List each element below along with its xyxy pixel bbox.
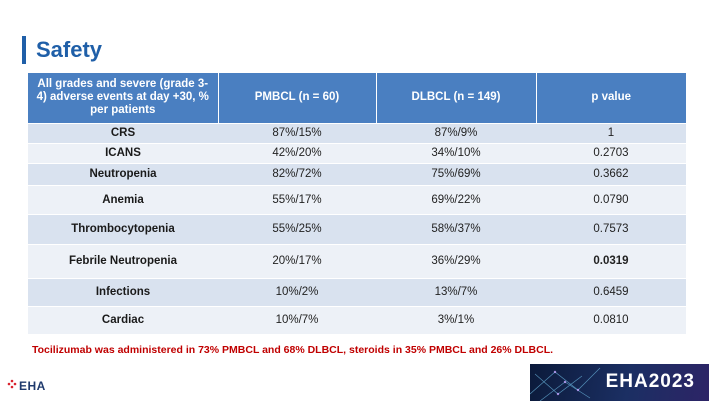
p-value: 0.2703 [536,142,686,163]
dlbcl-value: 58%/37% [376,213,536,244]
banner-text: EHA2023 [605,371,695,392]
footnote: Tocilizumab was administered in 73% PMBC… [32,344,554,356]
header-events: All grades and severe (grade 3-4) advers… [28,73,219,123]
pmbcl-value: 20%/17% [218,243,376,278]
header-pmbcl: PMBCL (n = 60) [218,73,377,123]
header-dlbcl: DLBCL (n = 149) [376,73,537,123]
p-value-significant: 0.0319 [536,243,686,278]
dlbcl-value: 36%/29% [376,243,536,278]
network-lines-icon [530,367,601,401]
eha2023-banner: EHA2023 [530,364,709,401]
table-row: Febrile Neutropenia 20%/17% 36%/29% 0.03… [28,243,686,278]
dlbcl-value: 87%/9% [376,122,536,143]
pmbcl-value: 10%/2% [218,277,376,306]
pmbcl-value: 42%/20% [218,142,376,163]
table-row: ICANS 42%/20% 34%/10% 0.2703 [28,142,686,163]
p-value: 0.0790 [536,184,686,214]
pmbcl-value: 10%/7% [218,305,376,334]
table-row: Neutropenia 82%/72% 75%/69% 0.3662 [28,162,686,185]
dlbcl-value: 75%/69% [376,162,536,185]
pmbcl-value: 55%/17% [218,184,376,214]
table-row: Infections 10%/2% 13%/7% 0.6459 [28,277,686,306]
event-label: Neutropenia [28,162,218,185]
eha-logo: EHA [6,378,46,396]
event-label: Anemia [28,184,218,214]
table-row: CRS 87%/15% 87%/9% 1 [28,122,686,143]
event-label: CRS [28,122,218,143]
table-row: Cardiac 10%/7% 3%/1% 0.0810 [28,305,686,334]
p-value: 0.0810 [536,305,686,334]
eha-logo-dots-icon [7,379,17,389]
event-label: ICANS [28,142,218,163]
eha-logo-text: EHA [19,379,46,393]
pmbcl-value: 87%/15% [218,122,376,143]
dlbcl-value: 13%/7% [376,277,536,306]
dlbcl-value: 3%/1% [376,305,536,334]
header-p-value: p value [536,73,686,123]
table-row: Thrombocytopenia 55%/25% 58%/37% 0.7573 [28,213,686,244]
event-label: Cardiac [28,305,218,334]
slide-title: Safety [36,37,103,62]
table-header-row: All grades and severe (grade 3-4) advers… [28,73,686,123]
pmbcl-value: 82%/72% [218,162,376,185]
event-label: Febrile Neutropenia [28,243,218,278]
dlbcl-value: 69%/22% [376,184,536,214]
pmbcl-value: 55%/25% [218,213,376,244]
p-value: 1 [536,122,686,143]
p-value: 0.6459 [536,277,686,306]
dlbcl-value: 34%/10% [376,142,536,163]
safety-table: All grades and severe (grade 3-4) advers… [28,73,686,334]
p-value: 0.7573 [536,213,686,244]
title-accent-bar [22,36,26,64]
event-label: Infections [28,277,218,306]
table-row: Anemia 55%/17% 69%/22% 0.0790 [28,184,686,214]
p-value: 0.3662 [536,162,686,185]
event-label: Thrombocytopenia [28,213,218,244]
